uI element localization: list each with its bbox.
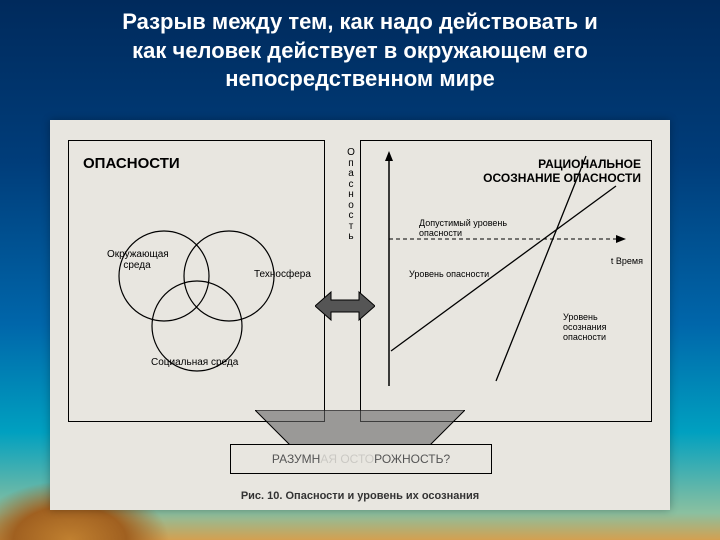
slide-title: Разрыв между тем, как надо действовать и… [0, 0, 720, 98]
ref-arrow [616, 235, 626, 243]
y-axis-vertical-label: Опасность [345, 148, 357, 243]
left-panel-title: ОПАСНОСТИ [83, 155, 180, 172]
right-panel-title: РАЦИОНАЛЬНОЕ ОСОЗНАНИЕ ОПАСНОСТИ [481, 157, 641, 186]
title-line-1: Разрыв между тем, как надо действовать и [40, 8, 680, 37]
figure-container: ОПАСНОСТИ Окружающая среда Техносфера Со… [50, 120, 670, 510]
title-line-2: как человек действует в окружающем его [40, 37, 680, 66]
venn-label-env: Окружающая среда [107, 249, 167, 271]
right-panel-chart: РАЦИОНАЛЬНОЕ ОСОЗНАНИЕ ОПАСНОСТИ Допусти… [360, 140, 652, 422]
y-axis-arrow [385, 151, 393, 161]
venn-label-social: Социальная среда [151, 357, 238, 368]
figure-caption: Рис. 10. Опасности и уровень их осознани… [50, 490, 670, 502]
ref-line-label: Допустимый уровень опасности [419, 219, 549, 239]
venn-svg [69, 141, 324, 421]
bottom-question-box: РАЗУМНАЯ ОСТОРОЖНОСТЬ? [230, 444, 492, 474]
x-axis-label: t Время [611, 256, 643, 266]
line-awareness [496, 156, 586, 381]
label-awareness: Уровень осознания опасности [563, 313, 643, 343]
title-line-3: непосредственном мире [40, 65, 680, 94]
left-panel-venn: ОПАСНОСТИ Окружающая среда Техносфера Со… [68, 140, 325, 422]
venn-circle-env [119, 231, 209, 321]
double-arrow-icon [315, 292, 375, 320]
venn-label-techno: Техносфера [254, 269, 311, 280]
label-danger: Уровень опасности [409, 269, 489, 279]
connector-arrow-svg [315, 288, 375, 324]
